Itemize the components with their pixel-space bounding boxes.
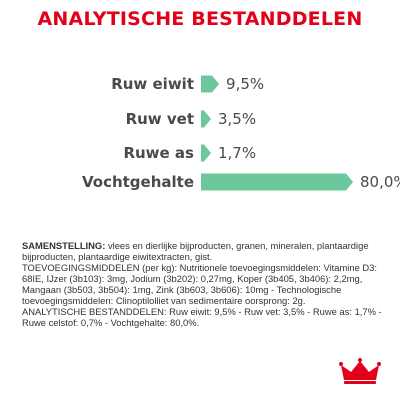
data-bar bbox=[201, 110, 211, 128]
value-label: 80,0% bbox=[360, 173, 400, 191]
royal-crown-logo-icon bbox=[339, 358, 381, 384]
category-label: Ruw eiwit bbox=[111, 75, 194, 93]
page-title: ANALYTISCHE BESTANDDELEN bbox=[37, 8, 363, 30]
category-label: Vochtgehalte bbox=[82, 173, 194, 191]
data-bar bbox=[201, 173, 353, 191]
category-label: Ruwe as bbox=[123, 144, 194, 162]
category-label: Ruw vet bbox=[126, 110, 194, 128]
value-label: 1,7% bbox=[218, 144, 256, 162]
additives-text: TOEVOEGINGSMIDDELEN (per kg): Nutritione… bbox=[22, 262, 378, 306]
data-bar bbox=[201, 75, 220, 93]
composition-block: SAMENSTELLING: vlees en dierlijke bijpro… bbox=[22, 240, 382, 328]
value-label: 3,5% bbox=[218, 110, 256, 128]
composition-paragraph: SAMENSTELLING: vlees en dierlijke bijpro… bbox=[22, 240, 382, 262]
value-label: 9,5% bbox=[226, 75, 264, 93]
analysis-text: ANALYTISCHE BESTANDDELEN: Ruw eiwit: 9,5… bbox=[22, 306, 382, 328]
nutrient-bar-chart: Ruw eiwit 9,5% Ruw vet 3,5% Ruwe as 1,7% Vocht… bbox=[82, 75, 400, 191]
data-bar bbox=[201, 144, 211, 162]
composition-text: vlees en dierlijke bijproducten, granen,… bbox=[22, 240, 369, 262]
composition-heading: SAMENSTELLING: bbox=[22, 240, 106, 251]
